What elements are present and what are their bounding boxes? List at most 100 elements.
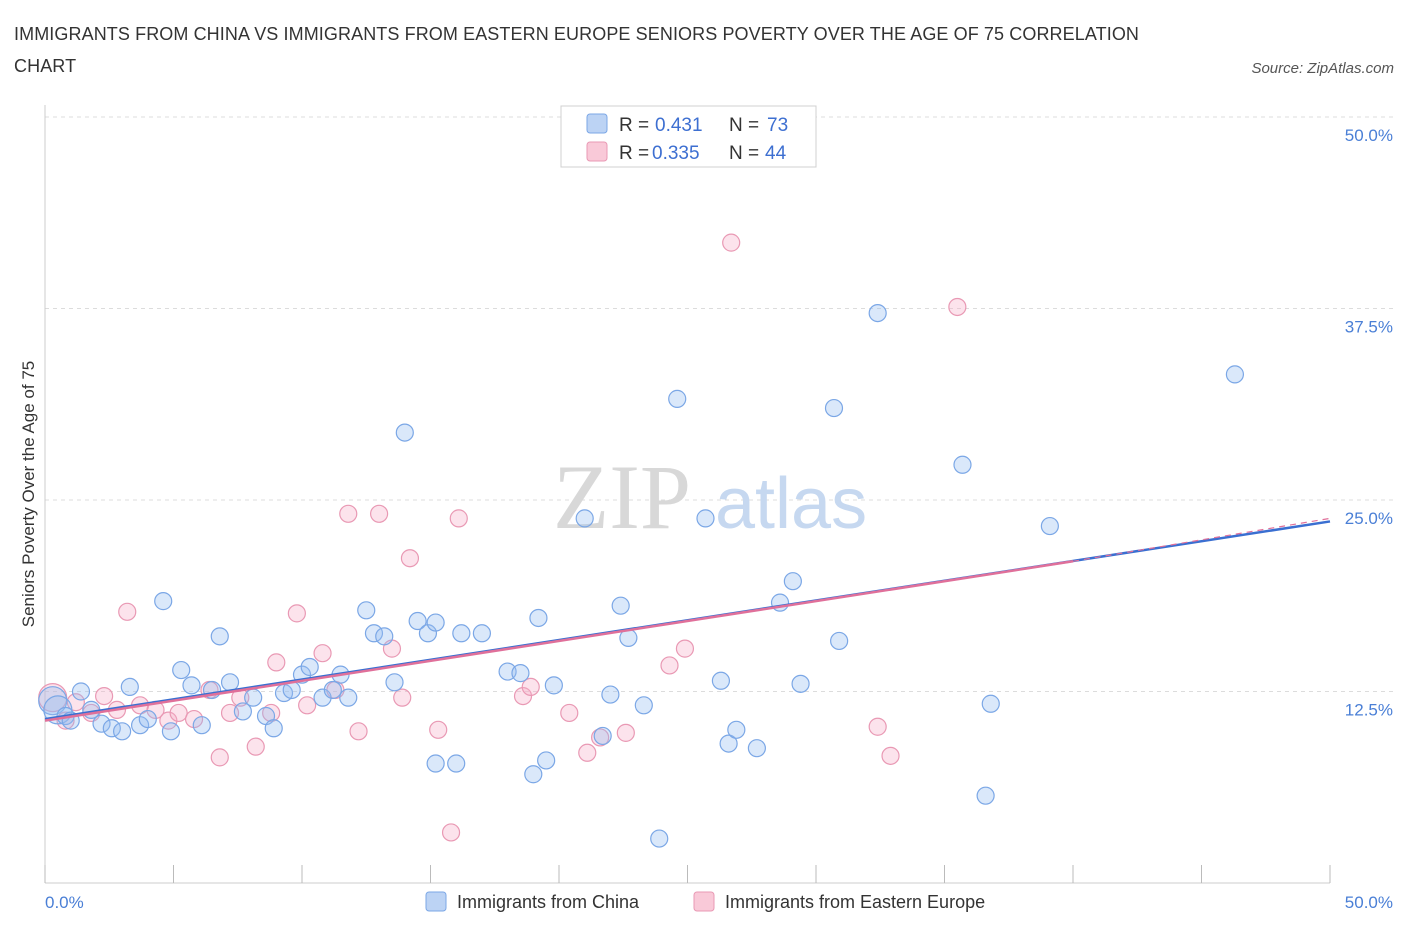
point-eastern-europe xyxy=(948,297,967,317)
point-eastern-europe xyxy=(159,711,178,730)
point-china xyxy=(727,720,746,739)
legend-r-label-china: R = xyxy=(619,115,649,136)
point-eastern-europe xyxy=(210,748,229,767)
point-china xyxy=(233,702,252,721)
point-china xyxy=(634,696,653,715)
point-eastern-europe xyxy=(616,723,635,742)
legend-r-value-eastern-europe: 0.335 xyxy=(652,143,700,164)
point-china xyxy=(981,694,1000,713)
point-eastern-europe xyxy=(262,703,281,723)
point-china xyxy=(1225,365,1245,384)
point-china xyxy=(452,624,471,643)
point-eastern-europe xyxy=(313,644,332,663)
point-china xyxy=(747,739,766,758)
point-china xyxy=(172,660,191,680)
watermark-zip: ZIP xyxy=(553,446,691,548)
point-china xyxy=(264,719,283,738)
point-eastern-europe xyxy=(298,696,317,715)
x-ticks xyxy=(44,865,1331,883)
point-china xyxy=(112,722,132,741)
point-china xyxy=(511,664,530,683)
point-china xyxy=(192,716,211,735)
point-china xyxy=(138,709,157,729)
legend-n-label-china: N = xyxy=(729,115,759,136)
point-eastern-europe xyxy=(169,703,188,723)
point-china xyxy=(154,592,173,611)
trend-lines xyxy=(44,517,1331,722)
point-eastern-europe xyxy=(660,656,679,675)
point-china xyxy=(182,676,201,695)
point-china xyxy=(313,688,332,707)
trend-line-eastern-europe xyxy=(44,560,1074,722)
point-eastern-europe xyxy=(267,653,286,672)
point-china xyxy=(220,673,240,692)
point-eastern-europe xyxy=(349,722,368,741)
point-eastern-europe xyxy=(675,639,695,658)
bottom-legend-label-china: Immigrants from China xyxy=(457,892,640,912)
watermark-atlas: atlas xyxy=(715,464,867,544)
watermark: ZIP atlas xyxy=(553,446,867,548)
point-china xyxy=(537,751,556,770)
point-china xyxy=(71,682,91,701)
point-china xyxy=(408,611,427,631)
y-tick-label: 25.0% xyxy=(1345,509,1393,528)
chart-title: IMMIGRANTS FROM CHINA VS IMMIGRANTS FROM… xyxy=(14,24,1140,76)
point-china xyxy=(385,673,404,692)
point-china xyxy=(711,671,731,690)
point-china xyxy=(601,685,620,704)
point-eastern-europe xyxy=(118,602,137,621)
legend-r-value-china: 0.431 xyxy=(655,115,703,136)
point-china xyxy=(210,627,229,646)
point-china xyxy=(868,303,887,323)
point-china xyxy=(1040,516,1059,536)
point-eastern-europe xyxy=(429,720,448,739)
y-tick-label: 50.0% xyxy=(1345,126,1393,145)
point-china xyxy=(783,572,802,591)
point-china xyxy=(447,754,466,773)
legend-r-label-eastern-europe: R = xyxy=(619,143,649,164)
point-china xyxy=(976,786,995,805)
point-china xyxy=(102,719,121,738)
point-china xyxy=(650,829,669,848)
point-eastern-europe xyxy=(722,233,741,252)
point-china xyxy=(719,734,738,753)
point-eastern-europe xyxy=(449,509,468,528)
legend-n-value-china: 73 xyxy=(767,115,788,136)
legend-swatch-china xyxy=(586,113,608,134)
point-eastern-europe xyxy=(441,823,461,842)
point-china xyxy=(244,688,263,707)
y-axis-label: Seniors Poverty Over the Age of 75 xyxy=(19,361,38,627)
point-eastern-europe xyxy=(95,686,114,706)
point-china xyxy=(791,674,810,693)
point-china xyxy=(524,765,543,784)
point-eastern-europe xyxy=(560,703,579,723)
top-legend: R = 0.431 N = 73 R = 0.335 N = 44 xyxy=(560,105,817,168)
point-china xyxy=(472,624,491,643)
point-eastern-europe xyxy=(513,686,533,706)
point-china xyxy=(426,754,445,773)
point-china xyxy=(375,627,394,646)
point-eastern-europe xyxy=(246,737,265,756)
series-china-points xyxy=(38,303,1245,848)
x-tick-label-max: 50.0% xyxy=(1345,893,1393,912)
y-tick-label: 37.5% xyxy=(1345,318,1393,337)
point-eastern-europe xyxy=(339,504,358,523)
point-china xyxy=(323,680,342,700)
point-china xyxy=(38,686,68,716)
bottom-legend-label-eastern-europe: Immigrants from Eastern Europe xyxy=(725,892,985,912)
bottom-legend-swatch-eastern-europe xyxy=(693,891,715,912)
point-china xyxy=(696,509,715,528)
point-china xyxy=(611,596,630,615)
point-china xyxy=(593,726,612,746)
point-china xyxy=(120,677,139,697)
point-china xyxy=(426,613,445,632)
point-china xyxy=(300,657,319,677)
point-china xyxy=(395,423,414,442)
point-eastern-europe xyxy=(393,688,412,707)
point-china xyxy=(830,631,849,651)
source-label: Source: ZipAtlas.com xyxy=(1251,60,1394,77)
y-tick-label: 12.5% xyxy=(1345,701,1393,720)
point-eastern-europe xyxy=(868,717,887,736)
point-eastern-europe xyxy=(370,504,389,523)
